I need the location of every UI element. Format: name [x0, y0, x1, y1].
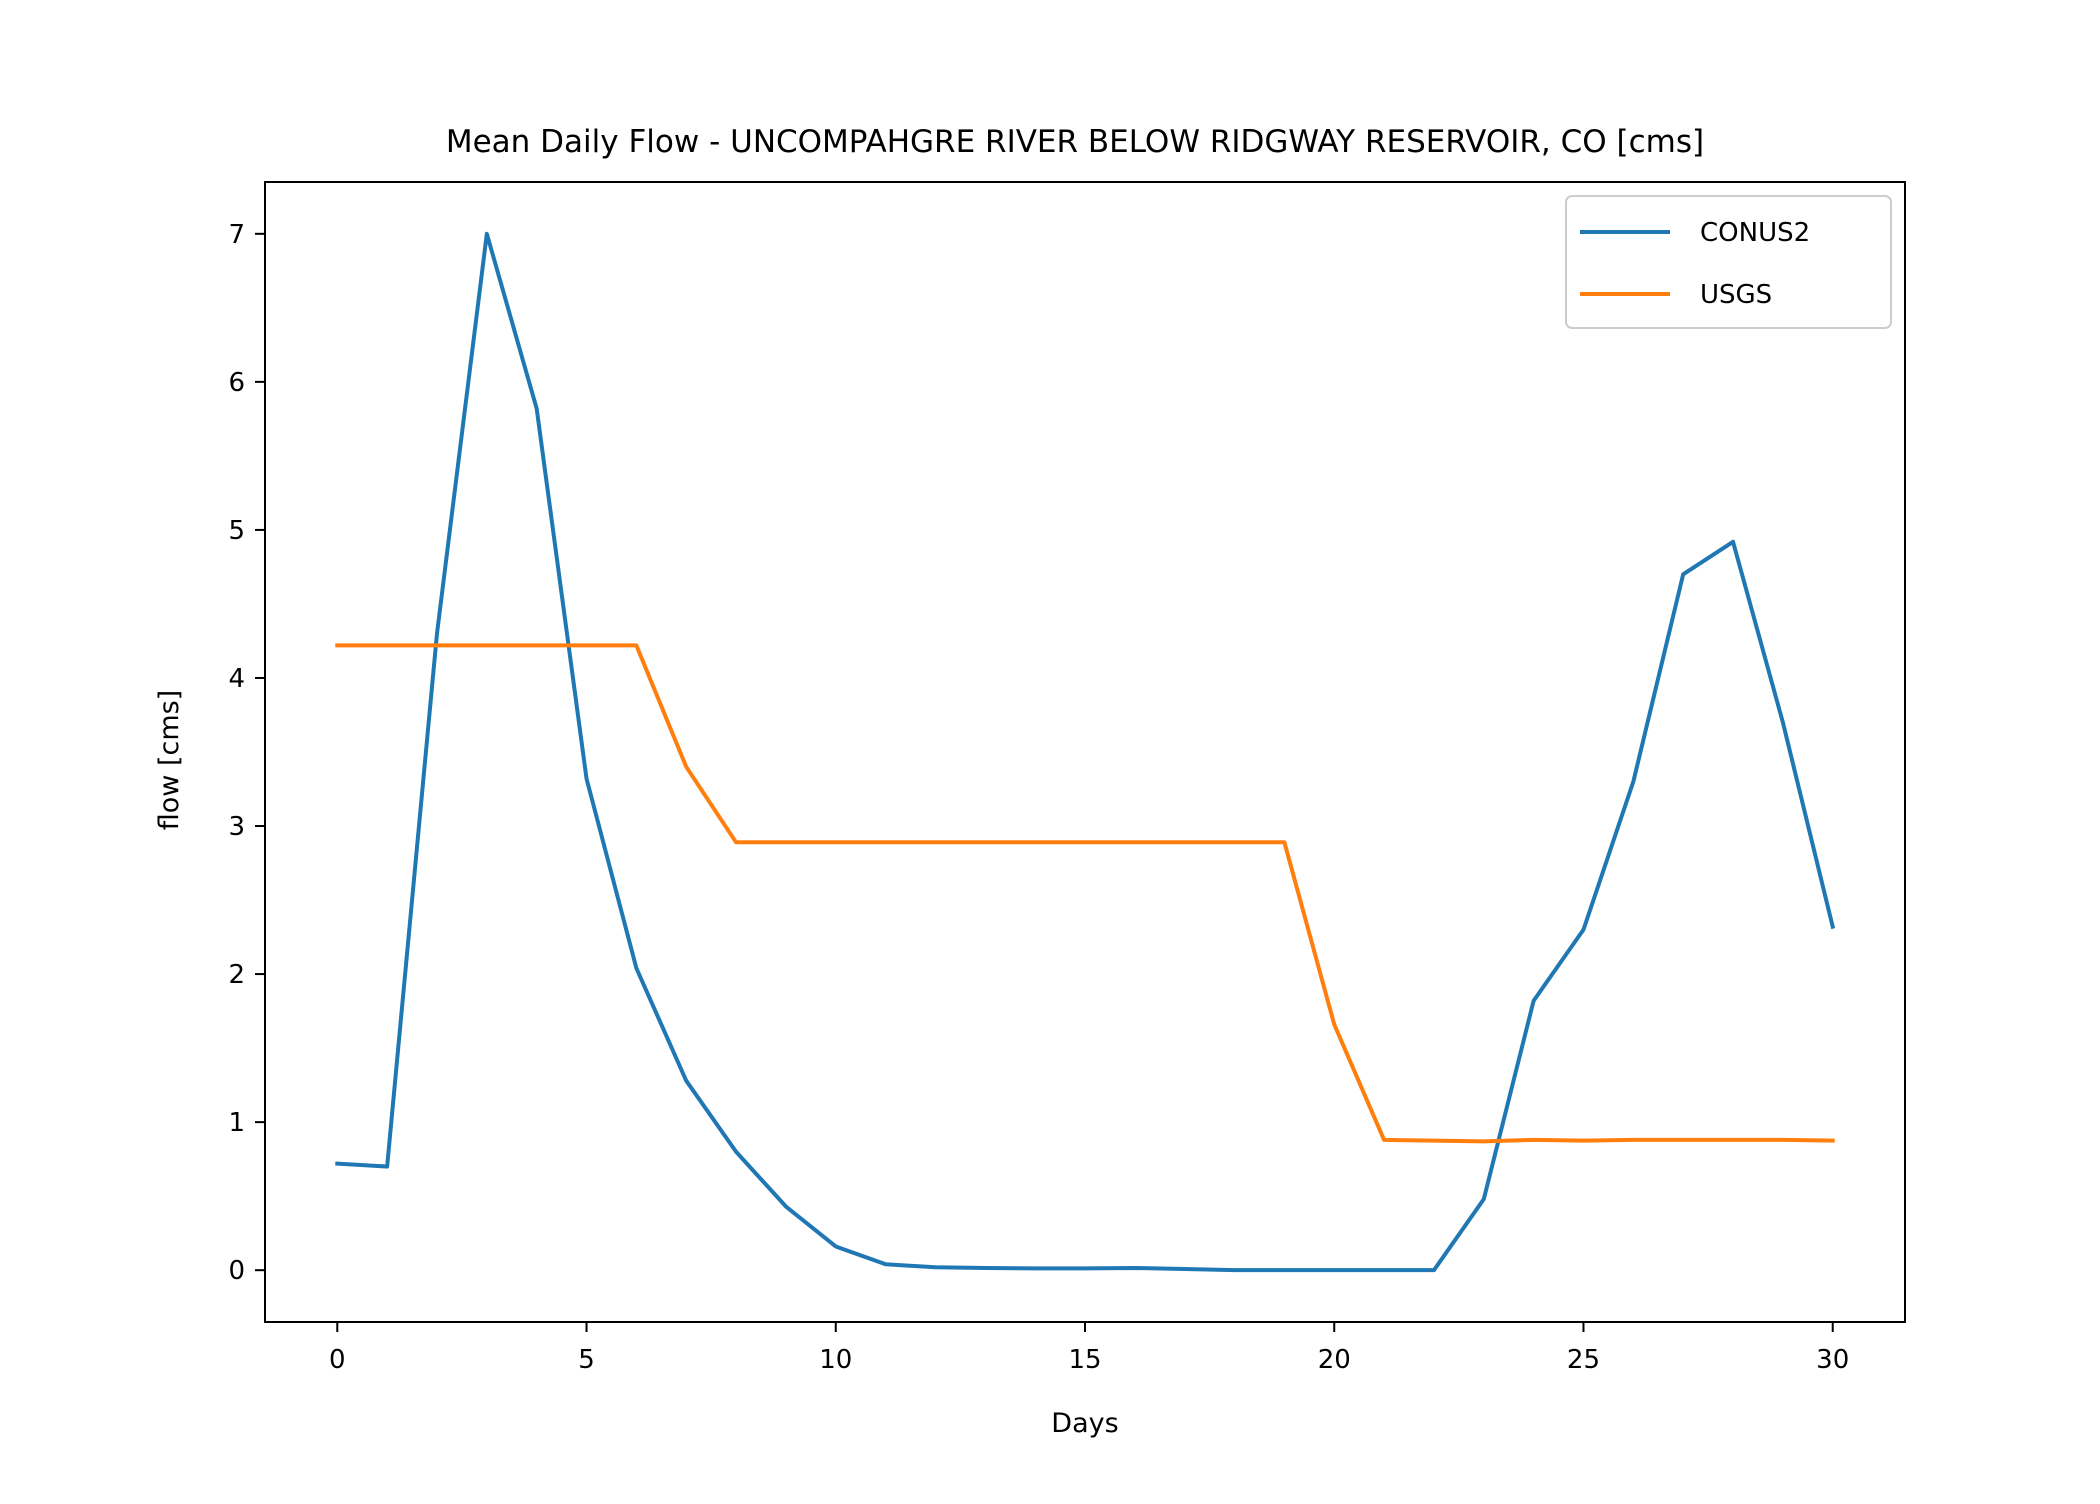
- y-tick-label: 0: [228, 1256, 245, 1286]
- y-tick-label: 2: [228, 960, 245, 990]
- x-tick-label: 25: [1567, 1345, 1600, 1375]
- plot-area: 0 5 10 15 20 25 30 0 1 2 3 4 5 6 7 CONUS2 USGS: [228, 181, 1906, 1375]
- legend: CONUS2 USGS: [1565, 195, 1892, 329]
- series-line-usgs: [335, 643, 1835, 1144]
- legend-label-usgs: USGS: [1700, 280, 1772, 310]
- chart-title: Mean Daily Flow - UNCOMPAHGRE RIVER BELO…: [446, 124, 1704, 160]
- y-tick-label: 4: [228, 664, 245, 694]
- y-tick-label: 5: [228, 516, 245, 546]
- y-tick-label: 6: [228, 368, 245, 398]
- y-tick-label: 3: [228, 812, 245, 842]
- plot-frame: [264, 181, 1906, 1323]
- y-tick-label: 1: [228, 1108, 245, 1138]
- x-tick-label: 15: [1068, 1345, 1101, 1375]
- y-axis-label: flow [cms]: [154, 690, 185, 830]
- x-tick-label: 5: [578, 1345, 595, 1375]
- x-tick-label: 0: [329, 1345, 346, 1375]
- x-tick-label: 30: [1816, 1345, 1849, 1375]
- y-tick-label: 7: [228, 220, 245, 250]
- series-line-conus2: [335, 231, 1836, 1273]
- legend-label-conus2: CONUS2: [1700, 218, 1810, 248]
- x-tick-label: 10: [819, 1345, 852, 1375]
- x-axis-label: Days: [1051, 1408, 1118, 1439]
- x-tick-label: 20: [1318, 1345, 1351, 1375]
